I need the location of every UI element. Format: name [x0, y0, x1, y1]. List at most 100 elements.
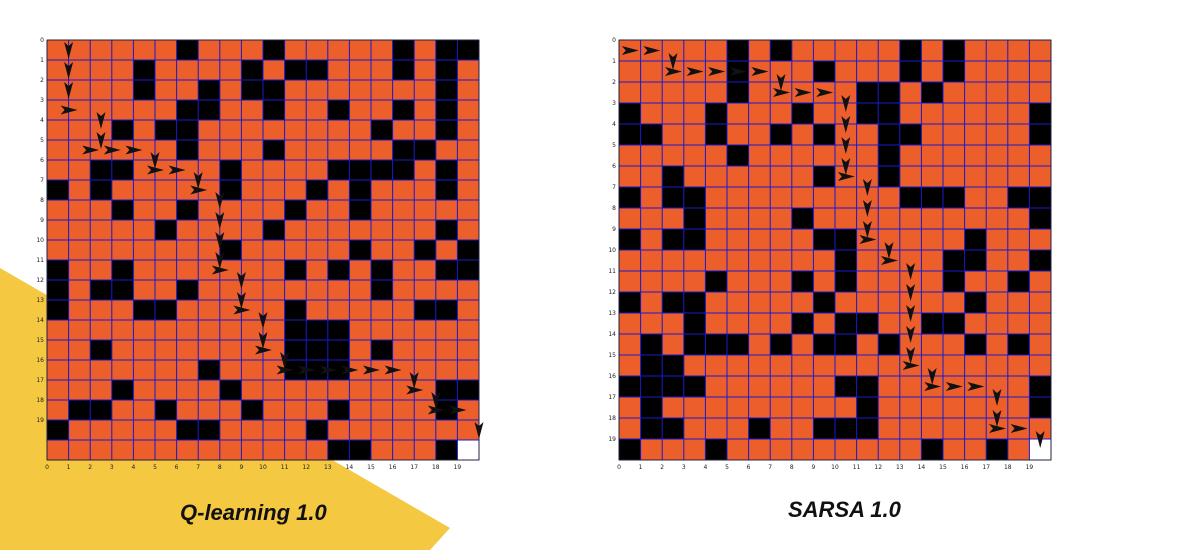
- s-wall-cell: [813, 229, 836, 251]
- q-wall-cell: [414, 300, 437, 321]
- q-wall-cell: [392, 40, 415, 61]
- q-path-arrow: [233, 305, 251, 315]
- q-path-arrow: [215, 252, 225, 269]
- q-wall-cell: [284, 300, 307, 321]
- q-wall-cell: [241, 80, 264, 101]
- s-path-arrow: [906, 263, 916, 280]
- q-wall-cell: [155, 400, 177, 421]
- q-path-arrow: [125, 145, 143, 155]
- s-wall-cell: [662, 166, 685, 188]
- q-x-tick-label: 6: [175, 464, 179, 471]
- q-wall-cell: [68, 400, 91, 421]
- s-wall-cell: [727, 82, 749, 104]
- q-path-arrow: [64, 42, 74, 59]
- q-wall-cell: [219, 380, 242, 401]
- s-path-arrow: [859, 235, 877, 244]
- s-wall-cell: [683, 376, 706, 398]
- s-wall-cell: [619, 124, 641, 146]
- q-path-arrow: [258, 332, 268, 349]
- s-wall-cell: [640, 334, 663, 356]
- q-wall-cell: [90, 280, 113, 301]
- q-path-arrow: [147, 165, 164, 175]
- s-wall-cell: [705, 103, 728, 125]
- q-x-tick-label: 17: [410, 464, 418, 471]
- s-wall-cell: [835, 250, 857, 272]
- q-wall-cell: [435, 260, 458, 281]
- q-wall-cell: [306, 340, 329, 361]
- q-wall-cell: [371, 280, 393, 301]
- q-wall-cell: [198, 80, 221, 101]
- s-wall-cell: [856, 418, 879, 440]
- q-wall-cell: [349, 200, 372, 221]
- s-x-tick-label: 3: [682, 464, 686, 471]
- q-goal-cell: [457, 440, 479, 460]
- s-path-arrow: [884, 242, 894, 259]
- q-y-tick-label: 0: [40, 37, 44, 44]
- s-x-tick-label: 15: [939, 464, 947, 471]
- q-wall-cell: [133, 60, 156, 81]
- q-path-arrow: [406, 385, 424, 395]
- q-wall-cell: [90, 180, 113, 201]
- q-x-tick-label: 19: [454, 464, 462, 471]
- q-wall-cell: [327, 160, 350, 181]
- s-path-arrow: [989, 424, 1006, 433]
- s-x-tick-label: 17: [982, 464, 990, 471]
- s-path-arrow: [924, 382, 942, 391]
- s-path-arrow: [862, 221, 872, 238]
- s-wall-cell: [813, 292, 836, 314]
- q-wall-cell: [349, 240, 372, 261]
- q-path-arrow: [409, 372, 419, 389]
- s-path-arrow: [906, 326, 916, 343]
- s-y-tick-label: 1: [612, 58, 616, 65]
- s-wall-cell: [705, 334, 728, 356]
- s-wall-cell: [683, 334, 706, 356]
- q-path-arrow: [150, 152, 160, 169]
- s-path-arrow: [1010, 424, 1028, 433]
- s-wall-cell: [1029, 103, 1052, 125]
- q-wall-cell: [219, 180, 242, 201]
- s-x-tick-label: 19: [1026, 464, 1034, 471]
- q-y-tick-label: 8: [40, 197, 44, 204]
- s-wall-cell: [1029, 250, 1052, 272]
- s-wall-cell: [1007, 187, 1030, 209]
- q-wall-cell: [155, 220, 177, 241]
- q-path-arrow: [255, 345, 272, 355]
- s-wall-cell: [986, 439, 1009, 461]
- s-y-tick-label: 19: [608, 436, 616, 443]
- q-x-tick-label: 5: [153, 464, 157, 471]
- q-path-arrow: [64, 82, 74, 99]
- q-path-arrow: [96, 112, 106, 129]
- s-y-tick-label: 8: [612, 205, 616, 212]
- s-wall-cell: [964, 229, 987, 251]
- q-wall-cell: [392, 60, 415, 81]
- q-wall-cell: [47, 420, 69, 441]
- q-x-tick-label: 2: [88, 464, 92, 471]
- q-x-tick-label: 7: [196, 464, 200, 471]
- q-path-arrow: [60, 105, 78, 115]
- q-y-tick-label: 16: [36, 357, 44, 364]
- q-y-tick-label: 1: [40, 57, 44, 64]
- s-path-arrow: [668, 53, 678, 70]
- q-wall-cell: [263, 80, 285, 101]
- q-wall-cell: [176, 120, 199, 141]
- q-wall-cell: [414, 240, 437, 261]
- q-wall-cell: [263, 40, 285, 61]
- s-path-arrow: [862, 200, 872, 217]
- s-path-arrow: [992, 389, 1002, 406]
- q-x-tick-label: 11: [281, 464, 289, 471]
- q-path-arrow: [319, 365, 337, 375]
- s-wall-cell: [943, 187, 965, 209]
- q-wall-cell: [306, 60, 329, 81]
- s-wall-cell: [640, 397, 663, 419]
- q-x-tick-label: 16: [389, 464, 397, 471]
- s-wall-cell: [813, 334, 836, 356]
- s-wall-cell: [727, 145, 749, 167]
- q-wall-cell: [111, 280, 134, 301]
- q-x-tick-label: 0: [45, 464, 49, 471]
- s-path-arrow: [794, 88, 812, 97]
- q-y-tick-label: 14: [36, 317, 44, 324]
- q-path-arrow: [82, 145, 100, 155]
- s-y-tick-label: 10: [608, 247, 616, 254]
- s-wall-cell: [662, 376, 685, 398]
